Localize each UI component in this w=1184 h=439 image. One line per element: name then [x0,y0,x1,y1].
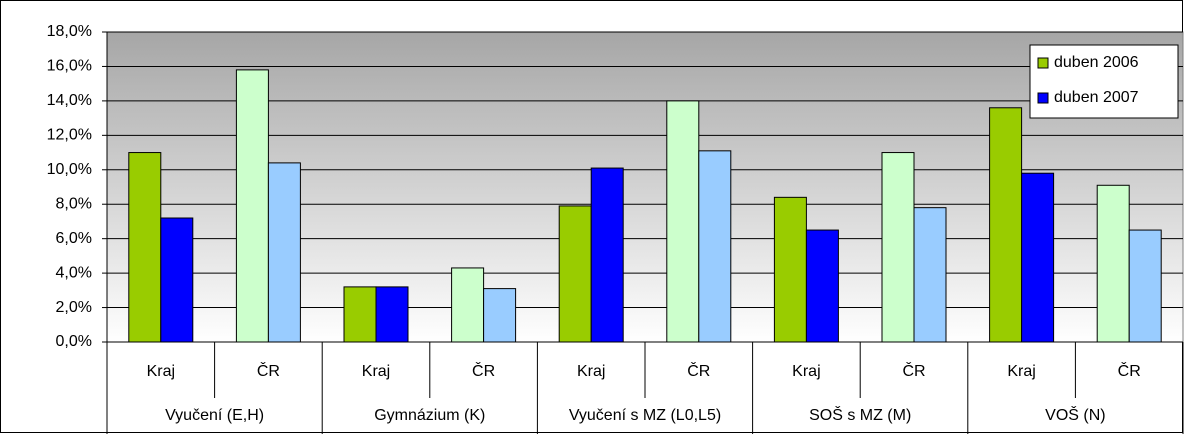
bar [343,286,377,343]
bar [913,207,947,343]
x-tick-label: Kraj [147,363,175,380]
x-tick-label: ČR [902,361,925,380]
y-tick-label: 8,0% [56,195,92,212]
y-tick-label: 18,0% [47,23,92,40]
x-tick-label: Kraj [362,363,390,380]
y-tick-label: 2,0% [56,299,92,316]
bar [1128,229,1162,343]
bar [558,205,592,343]
bar [235,69,269,343]
x-tick-label: Kraj [577,363,605,380]
legend-label: duben 2006 [1054,54,1139,71]
y-tick-label: 6,0% [56,230,92,247]
y-tick-label: 4,0% [56,264,92,281]
group-label: Vyučení s MZ (L0,L5) [569,407,721,424]
group-label: Gymnázium (K) [374,407,485,424]
bar [160,217,194,343]
legend [1029,44,1179,119]
bar [989,107,1023,343]
bar [483,288,517,343]
x-tick-label: Kraj [1007,363,1035,380]
legend-swatch [1037,57,1049,69]
bar [590,167,624,343]
y-tick-label: 10,0% [47,161,92,178]
bar [128,152,162,343]
bar [805,229,839,343]
bar [375,286,409,343]
bar [666,100,700,343]
bar [1021,172,1055,343]
x-tick-label: ČR [472,361,495,380]
bar [773,196,807,343]
x-tick-label: ČR [257,361,280,380]
group-label: VOŠ (N) [1045,405,1105,424]
legend-label: duben 2007 [1054,89,1139,106]
y-tick-label: 0,0% [56,333,92,350]
y-tick-label: 12,0% [47,127,92,144]
x-tick-label: ČR [1118,361,1141,380]
group-label: SOŠ s MZ (M) [809,405,911,424]
group-label: Vyučení (E,H) [165,407,264,424]
y-tick-label: 14,0% [47,92,92,109]
x-tick-label: ČR [687,361,710,380]
y-tick-label: 16,0% [47,58,92,75]
bar [698,150,732,343]
legend-swatch [1037,92,1049,104]
bar [451,267,485,343]
x-tick-label: Kraj [792,363,820,380]
bar [881,152,915,343]
bar [1096,184,1130,343]
bar [267,162,301,343]
